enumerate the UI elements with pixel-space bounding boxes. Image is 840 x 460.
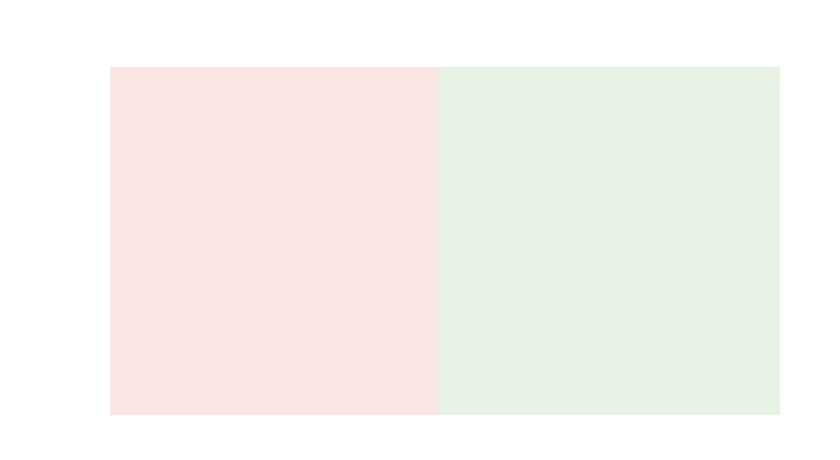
panel-i-can-read: [110, 67, 440, 415]
section-header-i-can-read: [110, 70, 440, 108]
section-header-i-love-reading: [440, 70, 780, 108]
panel-i-love-reading: [440, 67, 780, 415]
